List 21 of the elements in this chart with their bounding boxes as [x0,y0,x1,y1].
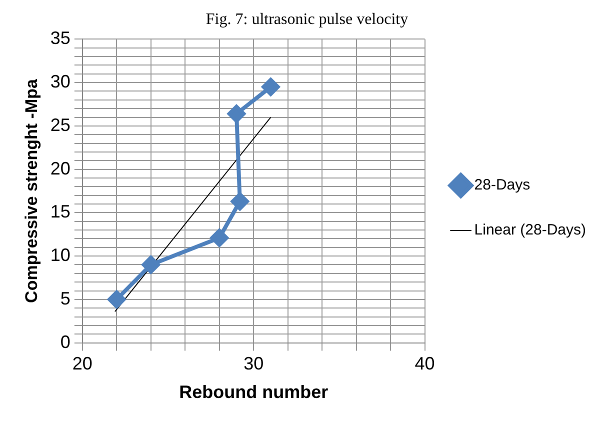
y-tick-label: 20 [50,158,70,178]
x-tick-label: 30 [244,354,264,374]
point [142,256,160,274]
legend-label: 28-Days [474,176,530,194]
point [230,192,249,210]
point [262,78,280,96]
y-tick-label: 35 [50,28,70,48]
y-axis-title: Compressive strenght -Mpa [22,78,41,303]
chart-title: Fig. 7: ultrasonic pulse velocity [206,10,408,28]
y-tick-label: 0 [60,332,70,352]
x-axis-title: Rebound number [179,382,328,402]
y-tick-label: 5 [60,288,70,308]
point [210,228,228,247]
point [108,290,126,308]
y-tick-label: 10 [50,245,70,266]
y-tick-label: 25 [50,114,70,135]
x-tick-label: 40 [414,354,435,374]
y-tick-label: 30 [50,72,70,92]
point [227,104,246,123]
legend-label: Linear (28-Days) [474,222,586,239]
y-tick-label: 15 [50,202,70,222]
